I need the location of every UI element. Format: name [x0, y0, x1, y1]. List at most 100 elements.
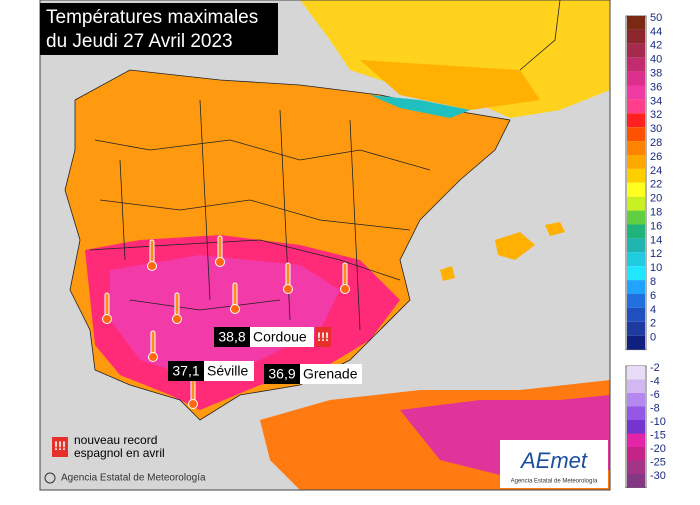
scale-label: 14: [650, 234, 662, 246]
record-box: [52, 437, 68, 457]
scale-label: 26: [650, 151, 662, 163]
scale-label: 38: [650, 68, 662, 80]
scale-label: 10: [650, 262, 662, 274]
scale-label: -2: [650, 362, 660, 374]
scale-label: 28: [650, 137, 662, 149]
scale-label: -20: [650, 443, 666, 455]
scale-swatch: [627, 57, 645, 72]
thermometer-stem: [150, 330, 156, 356]
scale-swatch: [627, 182, 645, 197]
thermometer-stem: [149, 239, 155, 265]
scale-label: 34: [650, 95, 662, 107]
thermometer-bulb: [340, 284, 350, 294]
scale-label: 42: [650, 40, 662, 52]
record-icon: !!!: [317, 330, 329, 344]
pyrenees-cold: [370, 95, 470, 118]
scale-swatch: [627, 168, 645, 183]
scale-label: 4: [650, 304, 656, 316]
scale-swatch: [627, 266, 645, 281]
scale-label: 24: [650, 165, 662, 177]
title-line: Températures maximales: [46, 7, 258, 28]
title-box: [40, 3, 278, 55]
scale-swatch: [627, 307, 645, 322]
scale-label: 44: [650, 26, 662, 38]
thermometer-stem: [174, 292, 180, 318]
scale-swatch: [627, 113, 645, 128]
name-box: [250, 327, 314, 347]
scale-label: -25: [650, 456, 666, 468]
record-icon: !!!: [54, 439, 66, 453]
copyright-icon: [44, 472, 56, 484]
record-box: [315, 327, 331, 347]
france: [300, 0, 610, 118]
scale-label: 22: [650, 179, 662, 191]
thermometer-bulb: [147, 261, 157, 271]
scale-swatch: [627, 141, 645, 155]
scale-label: 2: [650, 318, 656, 330]
thermometer-bulb: [188, 399, 198, 409]
scale-label: -6: [650, 389, 660, 401]
value-box: [264, 364, 300, 384]
hottest-zone: [110, 255, 340, 380]
scale-swatch: [627, 447, 645, 461]
france-border: [519, 0, 561, 71]
city-value: 37,1: [172, 363, 199, 379]
scale-label: 0: [650, 332, 656, 344]
thermometer-stem: [285, 262, 291, 288]
scale-swatch: [627, 71, 645, 86]
scale-label: 12: [650, 248, 662, 260]
scale-swatch: [627, 16, 645, 30]
menorca: [545, 222, 565, 236]
city-value: 38,8: [218, 329, 245, 345]
thermometer-bulb: [215, 257, 225, 267]
scale-label: 8: [650, 276, 656, 288]
scale-swatch: [627, 43, 645, 58]
record-legend: espagnol en avril: [74, 446, 165, 460]
scale-swatch: [627, 335, 645, 350]
scale-swatch: [627, 460, 645, 474]
scale-swatch: [627, 433, 645, 447]
scale-label: -10: [650, 416, 666, 428]
logo-subtitle: Agencia Estatal de Meteorología: [511, 479, 598, 485]
city-name: Séville: [207, 363, 248, 379]
scale-swatch: [627, 85, 645, 100]
borders: [89, 99, 431, 331]
scale-label: 36: [650, 81, 662, 93]
scale-label: -4: [650, 375, 660, 387]
logo-box: [500, 440, 608, 488]
scale-swatch: [627, 379, 645, 393]
scale-swatch: [627, 294, 645, 308]
thermometer-bulb: [102, 314, 112, 324]
scale-label: 20: [650, 193, 662, 205]
map: [40, 0, 610, 490]
scale-label: 6: [650, 290, 656, 302]
record-legend: nouveau record: [74, 433, 157, 447]
pyrenees: [360, 60, 540, 110]
scale-swatch: [627, 29, 645, 44]
thermometer-bulb: [230, 304, 240, 314]
scale-label: 32: [650, 109, 662, 121]
city-name: Grenade: [303, 366, 358, 382]
thermometer-bulb: [148, 352, 158, 362]
scale-swatch: [627, 393, 645, 407]
scale-label: 16: [650, 220, 662, 232]
scale-label: 30: [650, 123, 662, 135]
scale-swatch: [627, 196, 645, 211]
ibiza: [440, 266, 455, 281]
thermometer-stem: [232, 282, 238, 308]
thermometer-stem: [190, 377, 196, 403]
scale-swatch: [627, 406, 645, 420]
thermometer-stem: [342, 262, 348, 288]
thermometer-stem: [104, 292, 110, 318]
scale-swatch: [627, 252, 645, 267]
city-value: 36,9: [268, 366, 295, 382]
scale-swatch: [627, 321, 645, 336]
value-box: [214, 327, 250, 347]
scale-swatch: [627, 127, 645, 142]
scale-label: -30: [650, 470, 666, 482]
map-frame: [39, 0, 611, 491]
name-box: [300, 364, 362, 384]
scale-swatch: [627, 238, 645, 253]
name-box: [204, 361, 254, 381]
